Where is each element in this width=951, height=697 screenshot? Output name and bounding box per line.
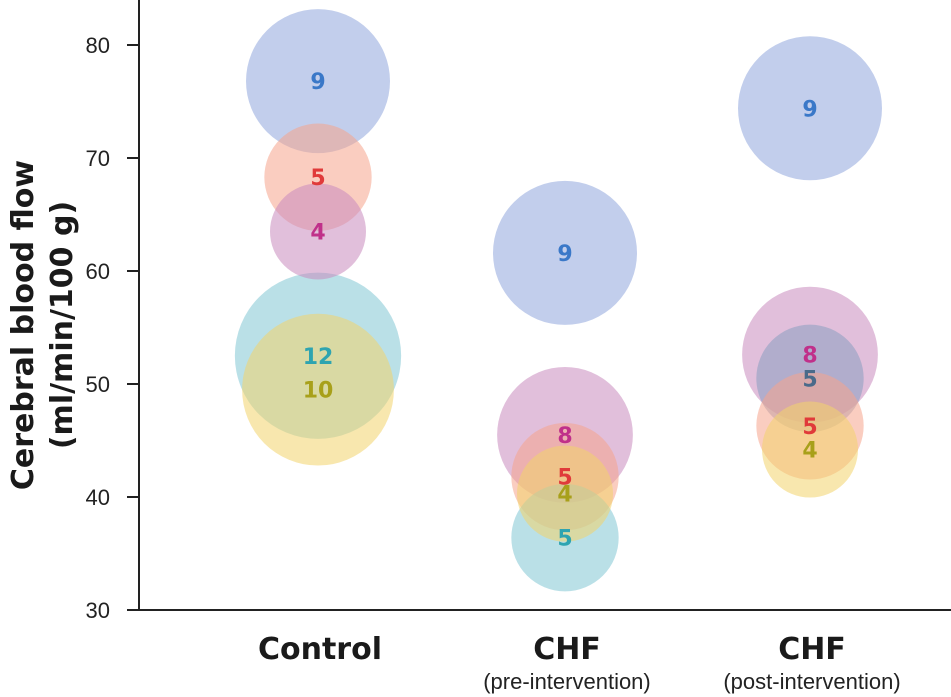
- bubble-n-label: 9: [802, 97, 817, 122]
- bubble-layer: [234, 9, 882, 592]
- bubble: [517, 445, 613, 542]
- bubble: [246, 9, 390, 154]
- bubble-n-label: 5: [802, 367, 817, 392]
- x-category-sublabel: (post-intervention): [723, 669, 900, 694]
- x-category-label: Control: [258, 632, 382, 667]
- y-tick-label: 50: [86, 372, 110, 397]
- y-tick-label: 40: [86, 485, 110, 510]
- bubble-n-label: 8: [557, 424, 572, 449]
- x-category-label: CHF: [778, 632, 846, 667]
- x-category-label: CHF: [533, 632, 601, 667]
- bubble-n-label: 9: [557, 242, 572, 267]
- bubble-n-label: 12: [303, 345, 334, 370]
- y-tick-label: 80: [86, 33, 110, 58]
- bubble-n-label: 4: [310, 220, 325, 245]
- y-axis-label-line1: Cerebral blood flow: [6, 160, 41, 490]
- y-tick-layer: 30 40 50 60 70 80: [86, 33, 139, 623]
- bubble: [762, 401, 858, 498]
- bubble-n-label: 4: [802, 439, 817, 464]
- y-tick-label: 70: [86, 146, 110, 171]
- bubble-n-label: 5: [310, 166, 325, 191]
- bubble: [242, 313, 394, 466]
- bubble-n-label: 5: [802, 415, 817, 440]
- bubble-n-label: 10: [303, 379, 334, 404]
- x-category-layer: Control CHF(pre-intervention)CHF(post-int…: [258, 632, 901, 694]
- bubble-n-label: 4: [557, 483, 572, 508]
- x-category-sublabel: (pre-intervention): [483, 669, 651, 694]
- bubble: [493, 180, 637, 325]
- y-axis-label-line2: (ml/min/100 g): [45, 201, 80, 449]
- y-tick-label: 60: [86, 259, 110, 284]
- bubble-n-label: 5: [557, 527, 572, 552]
- bubble: [738, 36, 882, 181]
- bubble-n-label: 5: [557, 466, 572, 491]
- y-tick-label: 30: [86, 598, 110, 623]
- bubble: [270, 183, 366, 280]
- bubble-n-label: 9: [310, 70, 325, 95]
- bubble-n-label: 8: [802, 344, 817, 369]
